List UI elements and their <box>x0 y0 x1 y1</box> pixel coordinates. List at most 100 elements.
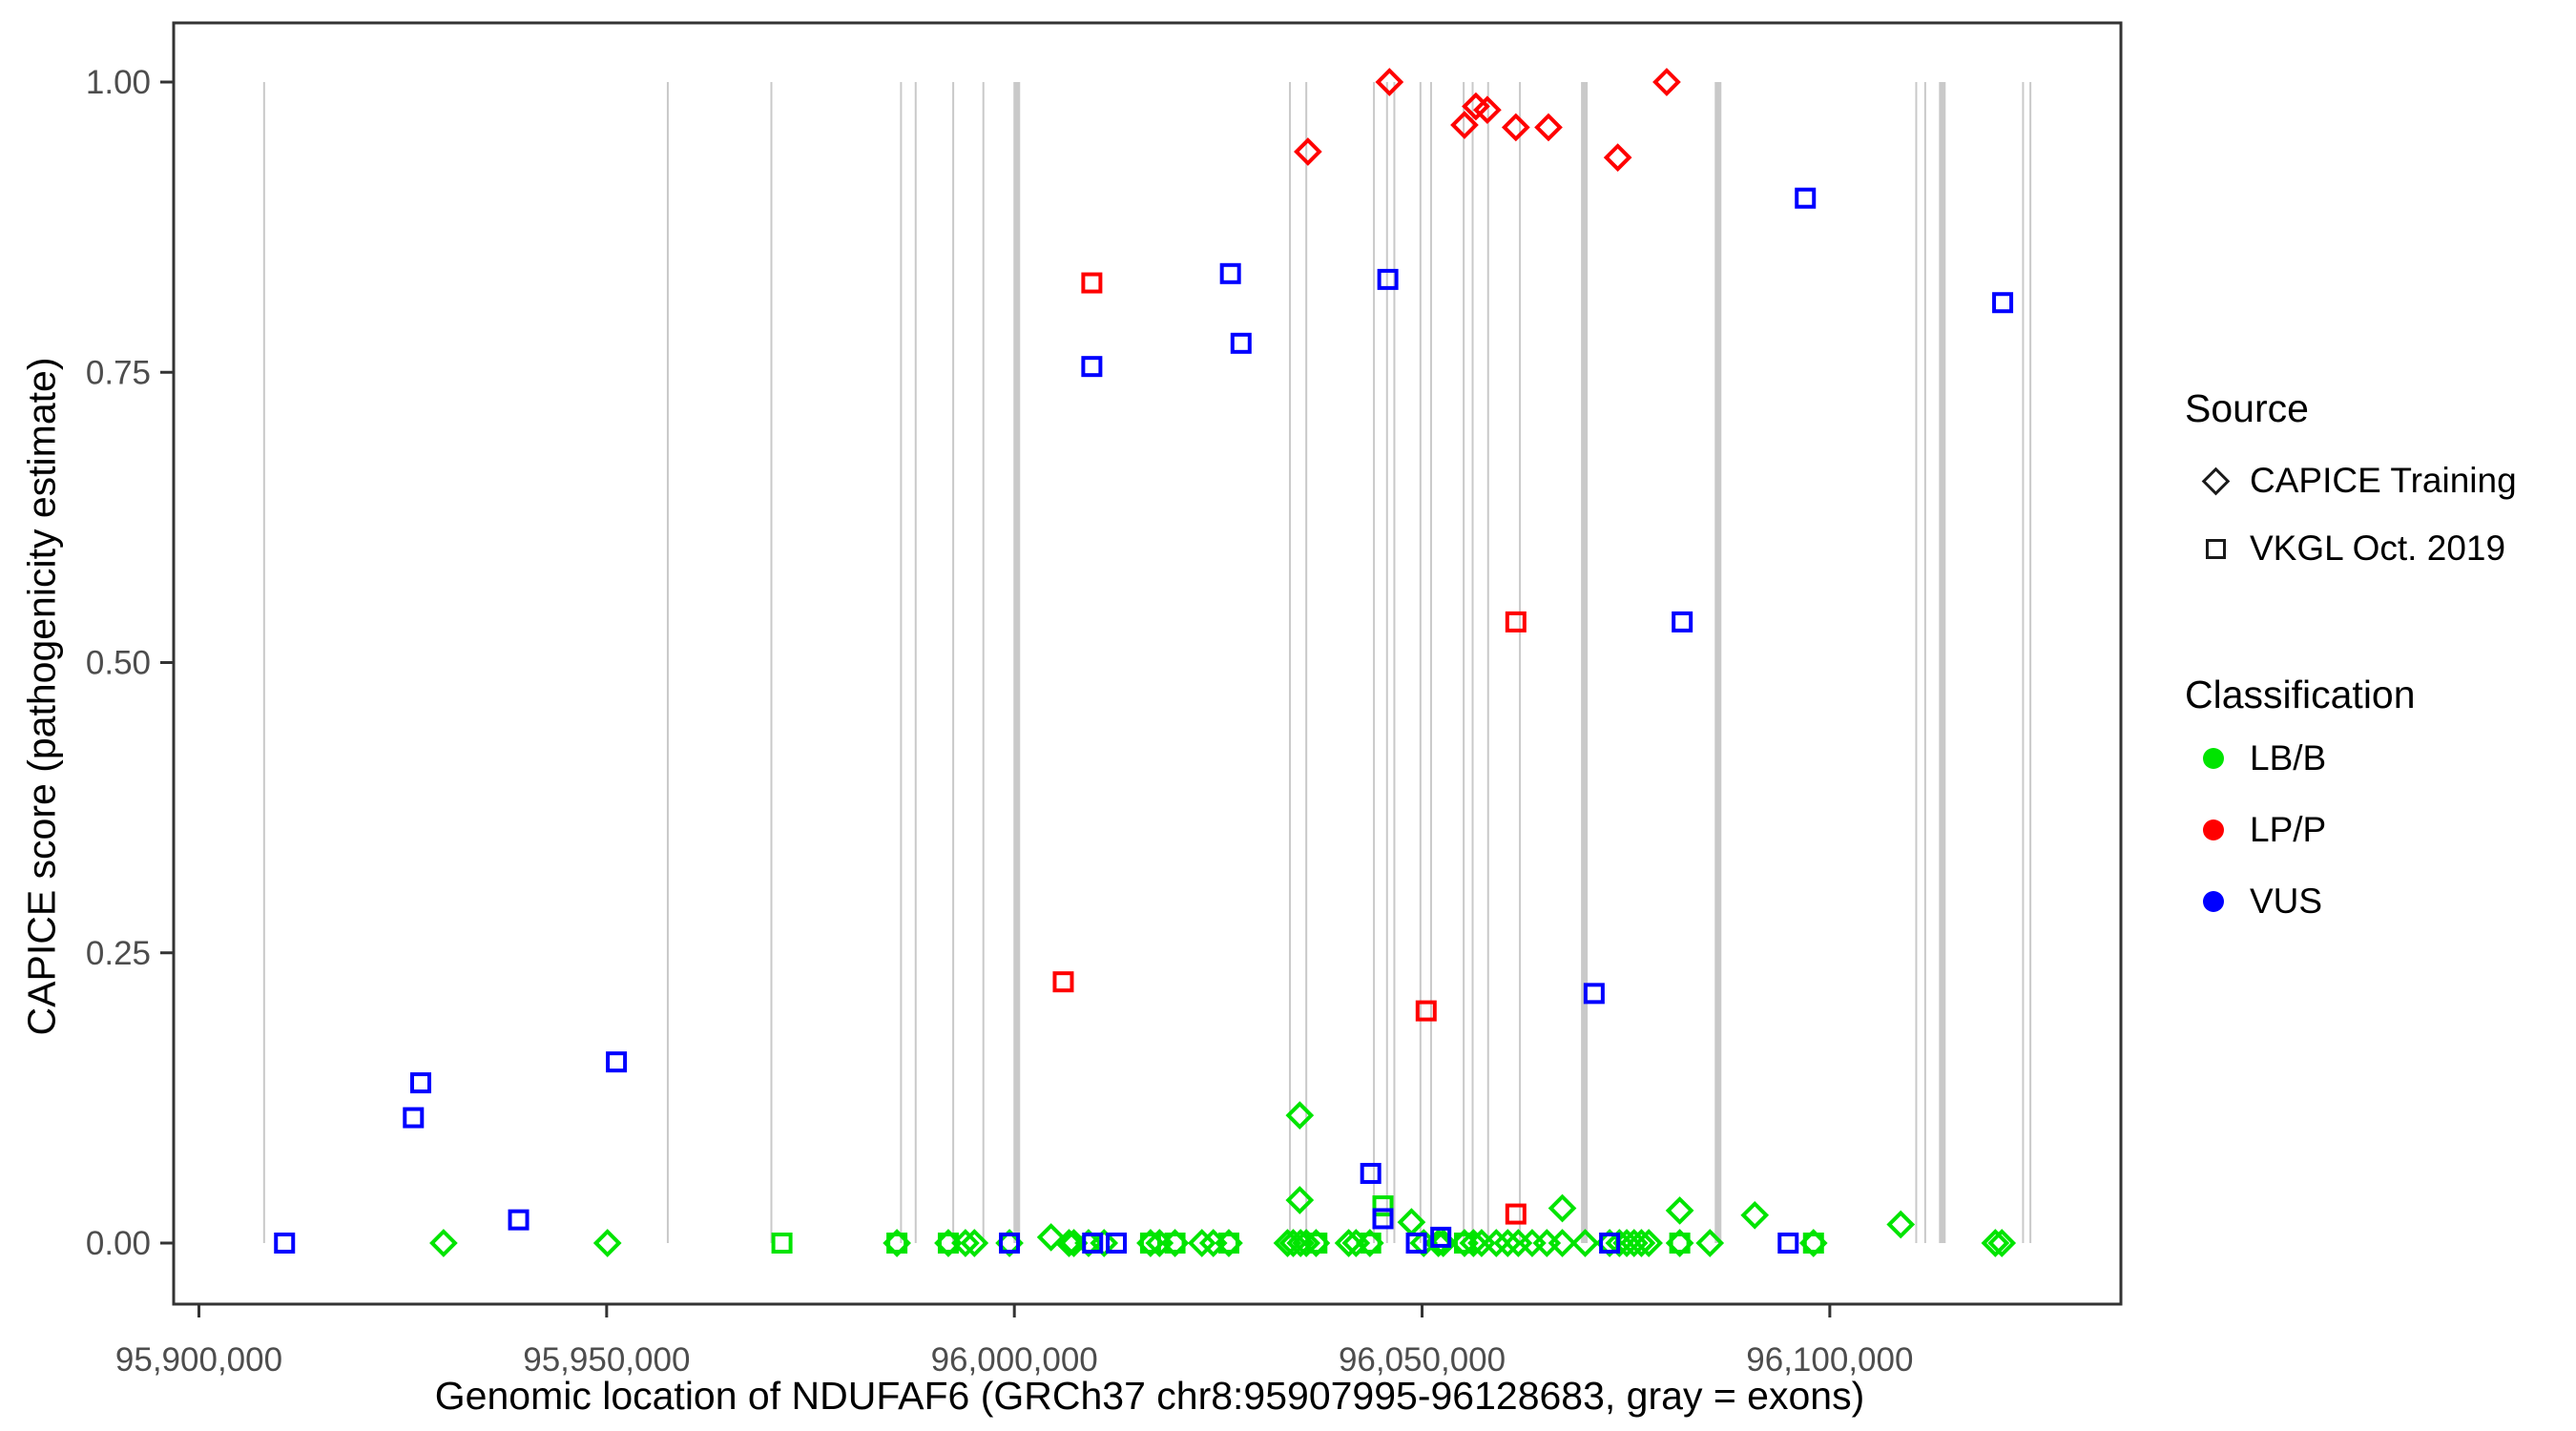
data-point-square <box>1777 1233 1799 1254</box>
data-point-square <box>1599 1233 1621 1254</box>
legend-source-title: Source <box>2185 386 2309 430</box>
data-point-diamond <box>1286 1229 1316 1257</box>
data-point-square <box>886 1233 908 1254</box>
data-point-diamond <box>1518 1229 1547 1257</box>
data-point-diamond <box>1603 143 1632 172</box>
data-point-diamond <box>1215 1229 1243 1257</box>
data-point-diamond <box>592 1229 622 1257</box>
data-point-diamond <box>1409 1229 1439 1257</box>
data-point-diamond <box>995 1229 1024 1257</box>
data-point-square <box>409 1072 431 1094</box>
data-point-square <box>508 1209 530 1231</box>
y-tick-label: 0.25 <box>86 935 151 972</box>
red-dot-icon <box>2203 819 2224 840</box>
data-point-diamond <box>1740 1200 1770 1230</box>
data-point-diamond <box>1548 1229 1577 1257</box>
data-point-diamond <box>1285 1186 1315 1214</box>
data-point-diamond <box>1652 68 1681 96</box>
data-point-diamond <box>1294 137 1322 166</box>
data-point-square <box>1583 983 1605 1005</box>
data-point-square <box>1505 1203 1527 1225</box>
data-point-diamond <box>1301 1229 1331 1257</box>
data-point-square <box>274 1233 296 1254</box>
data-point-diamond <box>1570 1229 1600 1257</box>
data-point-diamond <box>1981 1229 2010 1257</box>
data-point-square <box>1372 1195 1394 1217</box>
x-tick-label: 95,900,000 <box>115 1341 282 1379</box>
data-point-diamond <box>1467 1229 1496 1257</box>
data-point-square <box>771 1233 793 1254</box>
data-point-square <box>1164 1233 1186 1254</box>
data-point-diamond <box>1059 1229 1089 1257</box>
data-point-square <box>1372 1208 1394 1230</box>
x-tick-label: 96,050,000 <box>1339 1341 1506 1379</box>
data-point-diamond <box>1450 111 1479 139</box>
data-point-diamond <box>1334 1229 1363 1257</box>
legend-item-lpp: LP/P <box>2200 809 2326 851</box>
legend-item-label: LB/B <box>2250 738 2327 778</box>
legend-item-label: CAPICE Training <box>2250 461 2517 500</box>
data-point-diamond <box>1501 113 1530 142</box>
data-point-diamond <box>1886 1210 1916 1239</box>
data-point-diamond <box>1665 1229 1694 1257</box>
x-tick-label: 95,950,000 <box>523 1341 690 1379</box>
x-tick-label: 96,100,000 <box>1746 1341 1913 1379</box>
data-point-diamond <box>934 1229 963 1257</box>
data-point-square <box>1139 1233 1161 1254</box>
data-point-square <box>999 1233 1021 1254</box>
data-point-square <box>1415 1000 1437 1022</box>
data-point-square <box>403 1107 425 1129</box>
legend-item-label: LP/P <box>2250 810 2327 849</box>
data-point-square <box>937 1233 959 1254</box>
data-point-diamond <box>1548 1193 1577 1223</box>
legend-key-box <box>2200 748 2250 769</box>
data-point-diamond <box>1798 1229 1828 1257</box>
y-tick-label: 0.00 <box>86 1225 151 1262</box>
data-point-diamond <box>1285 1101 1315 1130</box>
data-point-diamond <box>1627 1229 1656 1257</box>
legend-item-vus: VUS <box>2200 881 2322 923</box>
data-point-square <box>1453 1233 1475 1254</box>
data-point-square <box>1405 1233 1427 1254</box>
data-point-square <box>1669 1233 1691 1254</box>
data-point-diamond <box>883 1229 911 1257</box>
data-point-square <box>1230 332 1252 354</box>
data-point-square <box>1505 611 1527 633</box>
legend-key-box <box>2200 538 2250 559</box>
data-point-diamond <box>1473 95 1502 125</box>
legend-item-vkgl-oct-2019: VKGL Oct. 2019 <box>2200 528 2505 570</box>
data-point-diamond <box>1534 113 1563 142</box>
data-point-square <box>1217 1233 1239 1254</box>
data-point-diamond <box>1054 1229 1084 1257</box>
data-point-square <box>1360 1233 1381 1254</box>
data-point-square <box>1106 1233 1128 1254</box>
data-point-square <box>1672 611 1693 633</box>
data-point-square <box>1081 272 1103 294</box>
panel-border <box>172 21 2123 1306</box>
data-point-square <box>606 1051 628 1073</box>
data-point-square <box>1377 268 1399 290</box>
x-tick-label: 96,000,000 <box>931 1341 1098 1379</box>
y-tick-label: 0.75 <box>86 354 151 391</box>
data-point-square <box>1992 292 2014 314</box>
data-point-diamond <box>1605 1229 1634 1257</box>
legend-classification-title: Classification <box>2185 673 2416 716</box>
data-point-diamond <box>1695 1229 1725 1257</box>
data-point-diamond <box>1375 68 1404 96</box>
data-point-square <box>1795 187 1817 209</box>
data-point-diamond <box>1612 1229 1641 1257</box>
data-point-square <box>1430 1226 1452 1248</box>
legend-item-label: VUS <box>2250 881 2323 921</box>
legend-key-box <box>2200 891 2250 912</box>
data-point-diamond <box>1459 1229 1488 1257</box>
data-point-diamond <box>1397 1208 1426 1236</box>
data-point-square <box>1081 356 1103 378</box>
legend-item-label: VKGL Oct. 2019 <box>2250 529 2506 568</box>
square-icon <box>2206 538 2226 559</box>
data-point-square <box>1219 262 1241 284</box>
data-point-square <box>1802 1233 1824 1254</box>
data-point-square <box>1306 1233 1328 1254</box>
x-axis-title: Genomic location of NDUFAF6 (GRCh37 chr8… <box>434 1374 1865 1418</box>
data-point-diamond <box>1160 1229 1190 1257</box>
